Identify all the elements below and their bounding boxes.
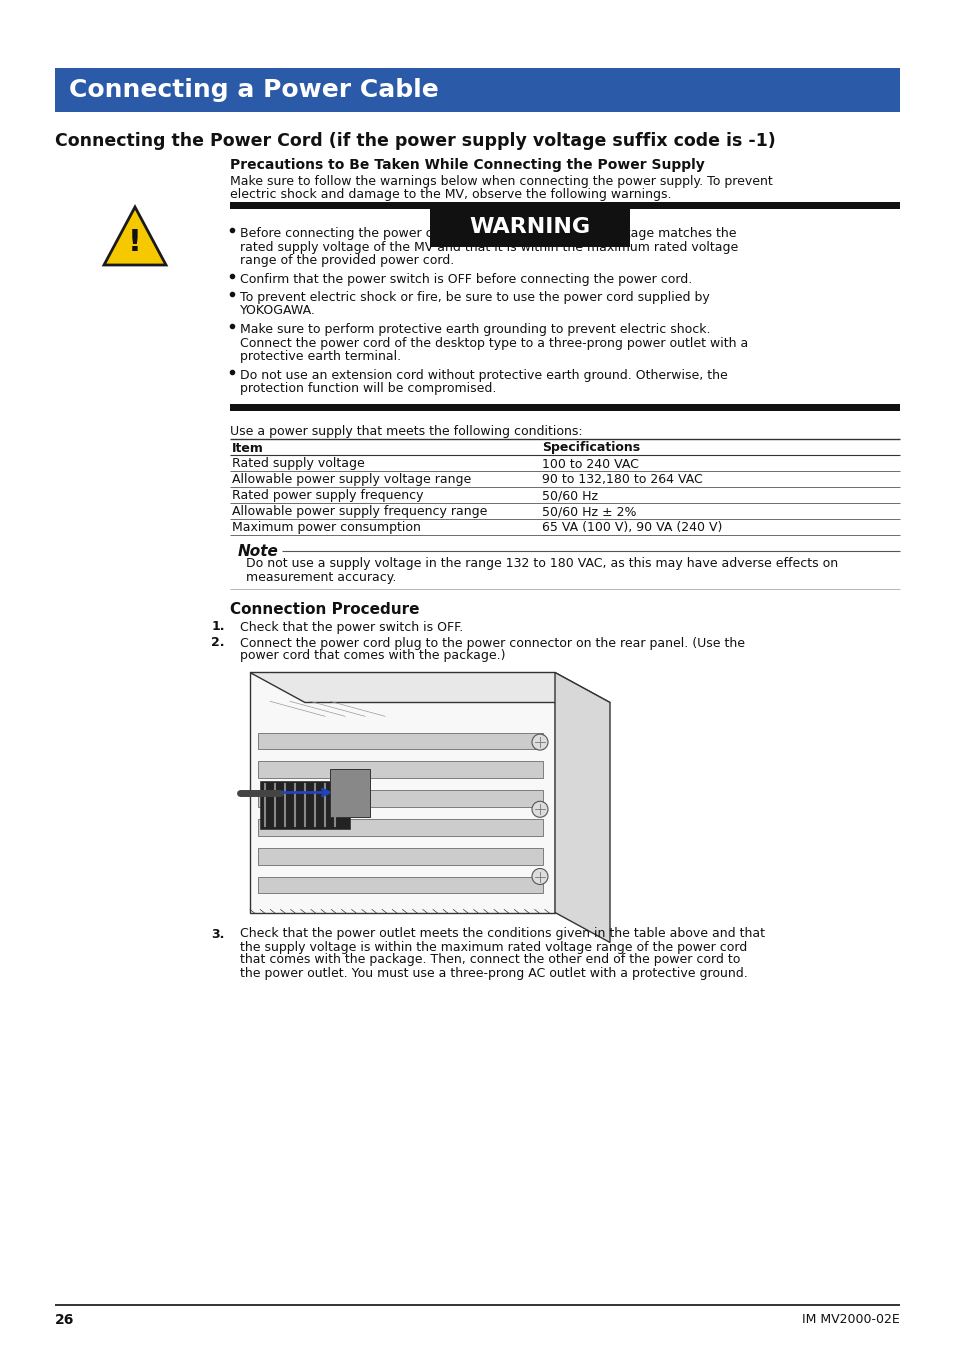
Text: 3.: 3. [212, 927, 225, 941]
Polygon shape [104, 207, 166, 265]
Text: Maximum power consumption: Maximum power consumption [232, 521, 420, 535]
Bar [430, 207, 629, 247]
Circle shape [532, 734, 547, 751]
Text: range of the provided power cord.: range of the provided power cord. [240, 254, 454, 267]
Text: IM MV2000-02E: IM MV2000-02E [801, 1314, 899, 1326]
Polygon shape [250, 672, 609, 702]
Text: the supply voltage is within the maximum rated voltage range of the power cord: the supply voltage is within the maximum… [240, 941, 746, 953]
Text: Before connecting the power cord, ensure that the source voltage matches the: Before connecting the power cord, ensure… [240, 227, 736, 240]
Text: Do not use an extension cord without protective earth ground. Otherwise, the: Do not use an extension cord without pro… [240, 369, 727, 382]
Text: Connecting the Power Cord (if the power supply voltage suffix code is -1): Connecting the Power Cord (if the power … [55, 132, 775, 150]
Text: Rated supply voltage: Rated supply voltage [232, 458, 364, 471]
Text: Do not use a supply voltage in the range 132 to 180 VAC, as this may have advers: Do not use a supply voltage in the range… [246, 558, 838, 571]
Text: 65 VA (100 V), 90 VA (240 V): 65 VA (100 V), 90 VA (240 V) [541, 521, 721, 535]
Bar [257, 876, 542, 894]
Bar [257, 819, 542, 836]
Text: Connecting a Power Cable: Connecting a Power Cable [69, 78, 438, 103]
Text: Confirm that the power switch is OFF before connecting the power cord.: Confirm that the power switch is OFF bef… [240, 273, 692, 285]
Text: Check that the power outlet meets the conditions given in the table above and th: Check that the power outlet meets the co… [240, 927, 764, 941]
Text: protective earth terminal.: protective earth terminal. [240, 350, 400, 363]
Bar [257, 848, 542, 864]
Text: YOKOGAWA.: YOKOGAWA. [240, 305, 315, 317]
Bar [260, 780, 350, 829]
Text: Connect the power cord plug to the power connector on the rear panel. (Use the: Connect the power cord plug to the power… [240, 636, 744, 649]
Text: 100 to 240 VAC: 100 to 240 VAC [541, 458, 639, 471]
Bar [55, 68, 899, 112]
Text: Allowable power supply frequency range: Allowable power supply frequency range [232, 505, 487, 518]
Text: that comes with the package. Then, connect the other end of the power cord to: that comes with the package. Then, conne… [240, 953, 740, 967]
Text: measurement accuracy.: measurement accuracy. [246, 571, 395, 583]
Text: power cord that comes with the package.): power cord that comes with the package.) [240, 649, 505, 663]
Text: Connection Procedure: Connection Procedure [230, 602, 419, 617]
Bar [250, 672, 555, 913]
Text: 50/60 Hz: 50/60 Hz [541, 490, 598, 502]
Circle shape [532, 802, 547, 817]
Text: Make sure to follow the warnings below when connecting the power supply. To prev: Make sure to follow the warnings below w… [230, 176, 772, 188]
Text: Use a power supply that meets the following conditions:: Use a power supply that meets the follow… [230, 424, 582, 437]
Text: 50/60 Hz ± 2%: 50/60 Hz ± 2% [541, 505, 636, 518]
Text: Specifications: Specifications [541, 441, 639, 455]
Text: Precautions to Be Taken While Connecting the Power Supply: Precautions to Be Taken While Connecting… [230, 158, 704, 171]
Text: Check that the power switch is OFF.: Check that the power switch is OFF. [240, 621, 463, 633]
Bar [257, 733, 542, 749]
Text: Make sure to perform protective earth grounding to prevent electric shock.: Make sure to perform protective earth gr… [240, 323, 710, 336]
Text: 90 to 132,180 to 264 VAC: 90 to 132,180 to 264 VAC [541, 474, 702, 486]
Text: Note: Note [237, 544, 278, 559]
Circle shape [532, 868, 547, 884]
Bar [330, 768, 370, 817]
Text: Connect the power cord of the desktop type to a three-prong power outlet with a: Connect the power cord of the desktop ty… [240, 336, 747, 350]
Text: Item: Item [232, 441, 264, 455]
Text: Allowable power supply voltage range: Allowable power supply voltage range [232, 474, 471, 486]
Text: electric shock and damage to the MV, observe the following warnings.: electric shock and damage to the MV, obs… [230, 188, 671, 201]
Text: Rated power supply frequency: Rated power supply frequency [232, 490, 423, 502]
Text: the power outlet. You must use a three-prong AC outlet with a protective ground.: the power outlet. You must use a three-p… [240, 967, 747, 980]
Text: protection function will be compromised.: protection function will be compromised. [240, 382, 496, 396]
Bar [257, 761, 542, 778]
Polygon shape [555, 672, 609, 942]
Bar [230, 404, 899, 410]
Text: WARNING: WARNING [469, 217, 590, 238]
Text: 26: 26 [55, 1314, 74, 1327]
Text: 1.: 1. [212, 621, 225, 633]
Text: !: ! [128, 228, 142, 258]
Bar [257, 790, 542, 807]
Text: To prevent electric shock or fire, be sure to use the power cord supplied by: To prevent electric shock or fire, be su… [240, 292, 709, 304]
Text: rated supply voltage of the MV and that it is within the maximum rated voltage: rated supply voltage of the MV and that … [240, 240, 738, 254]
Text: 2.: 2. [212, 636, 225, 649]
Bar [230, 202, 899, 209]
